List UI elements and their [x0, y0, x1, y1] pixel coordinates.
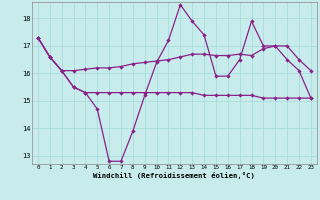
X-axis label: Windchill (Refroidissement éolien,°C): Windchill (Refroidissement éolien,°C) [93, 172, 255, 179]
